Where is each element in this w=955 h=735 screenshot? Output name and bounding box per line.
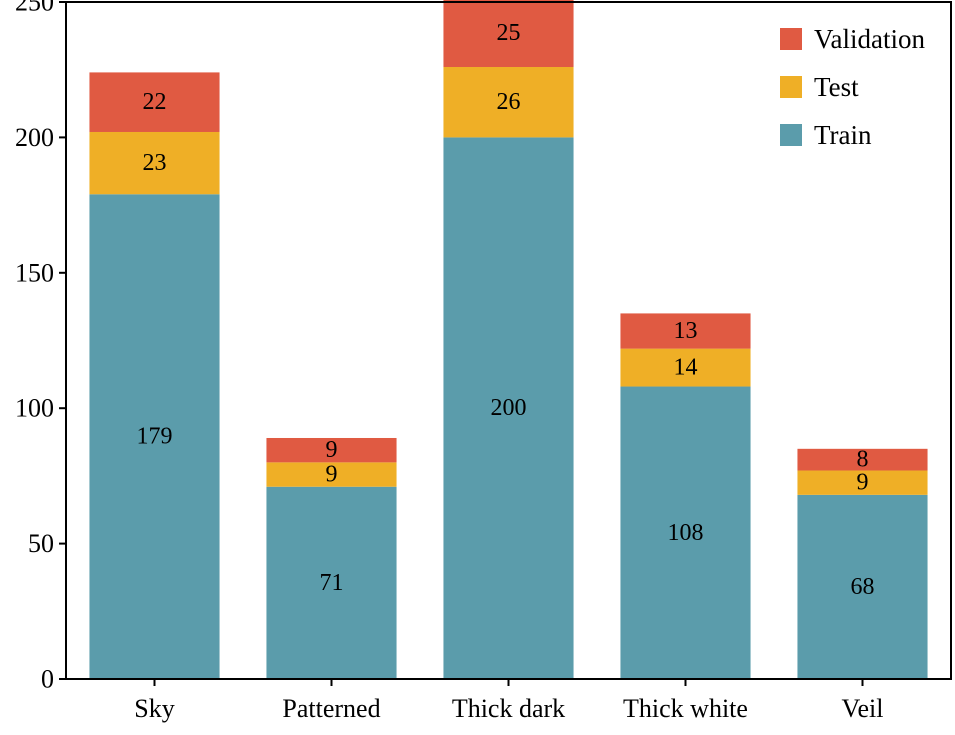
- legend-label-validation: Validation: [814, 24, 925, 54]
- bar-sky-train: [89, 194, 220, 679]
- bar-sky-test: [89, 131, 220, 195]
- bar-thick-white-test: [620, 348, 751, 387]
- y-tick-label: 200: [15, 123, 54, 152]
- bar-thick-dark-test: [443, 66, 574, 138]
- bar-thick-dark-train: [443, 137, 574, 679]
- data-label-thick-white-train: 108: [668, 520, 704, 546]
- y-axis: 0 50 100 150 200 250: [15, 0, 66, 694]
- bar-thick-dark-validation: [443, 0, 574, 67]
- bar-sky-validation: [89, 72, 220, 132]
- bar-patterned-test: [266, 462, 397, 487]
- x-tick-label-patterned: Patterned: [282, 694, 380, 723]
- bar-patterned-validation: [266, 437, 397, 463]
- data-label-patterned-validation: 9: [326, 437, 338, 463]
- y-tick-label: 150: [15, 258, 54, 287]
- bar-veil-validation: [797, 448, 928, 471]
- y-tick-label: 250: [15, 0, 54, 17]
- data-label-patterned-test: 9: [326, 462, 338, 488]
- data-label-veil-test: 9: [857, 470, 869, 496]
- data-label-veil-train: 68: [851, 574, 875, 600]
- x-axis: Sky Patterned Thick dark Thick white Veil: [134, 679, 883, 723]
- bar-veil-test: [797, 470, 928, 495]
- y-tick-label: 0: [41, 665, 54, 694]
- y-tick-label: 50: [28, 529, 54, 558]
- data-label-patterned-train: 71: [320, 570, 344, 596]
- data-label-thick-dark-test: 26: [497, 89, 521, 115]
- data-label-thick-dark-validation: 25: [497, 20, 521, 46]
- x-tick-label-thick-dark: Thick dark: [452, 694, 565, 723]
- bar-thick-white-validation: [620, 313, 751, 349]
- data-label-thick-white-test: 14: [674, 355, 698, 381]
- legend: Validation Test Train: [780, 24, 925, 150]
- bar-patterned-train: [266, 486, 397, 679]
- x-tick-label-sky: Sky: [134, 694, 174, 723]
- y-tick-label: 100: [15, 394, 54, 423]
- legend-label-train: Train: [814, 120, 872, 150]
- legend-swatch-validation: [780, 28, 802, 50]
- data-label-sky-test: 23: [143, 150, 167, 176]
- x-tick-label-veil: Veil: [842, 694, 884, 723]
- bars-layer: [89, 0, 928, 679]
- legend-swatch-test: [780, 76, 802, 98]
- data-label-thick-white-validation: 13: [674, 318, 698, 344]
- x-tick-label-thick-white: Thick white: [623, 694, 748, 723]
- data-label-sky-train: 179: [137, 424, 173, 450]
- legend-swatch-train: [780, 124, 802, 146]
- data-label-sky-validation: 22: [143, 89, 167, 115]
- data-label-veil-validation: 8: [857, 447, 869, 473]
- data-label-thick-dark-train: 200: [491, 395, 527, 421]
- bar-veil-train: [797, 494, 928, 679]
- bar-thick-white-train: [620, 386, 751, 679]
- legend-label-test: Test: [814, 72, 859, 102]
